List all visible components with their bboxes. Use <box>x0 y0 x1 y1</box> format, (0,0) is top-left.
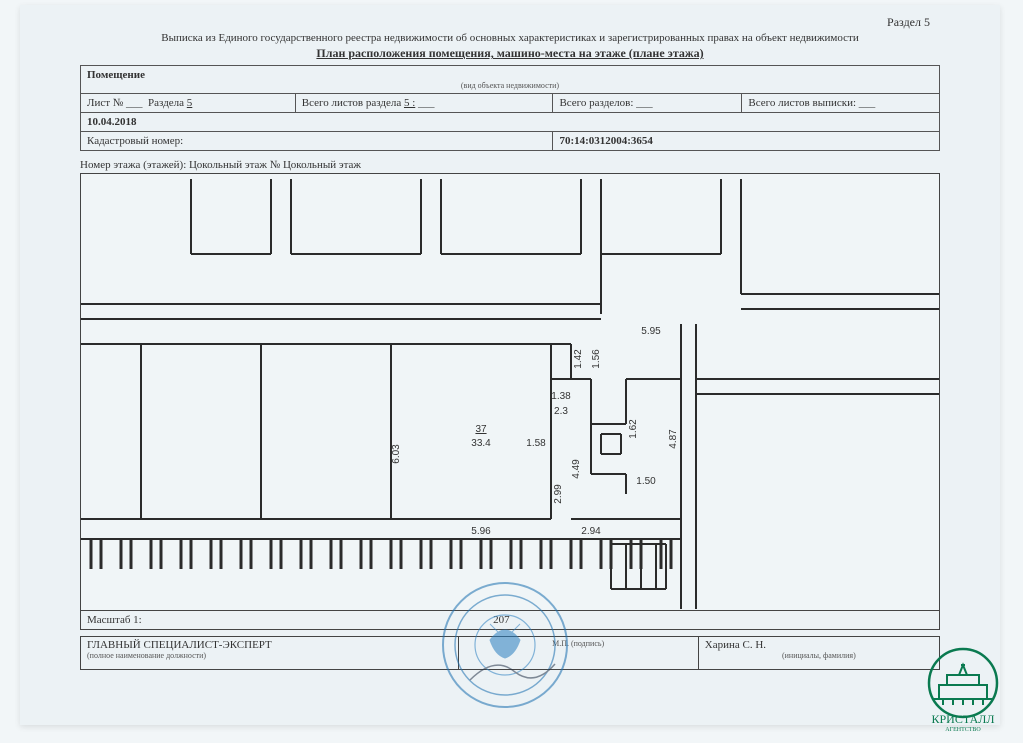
section-number: Раздел 5 <box>80 15 940 30</box>
svg-text:37: 37 <box>475 424 487 435</box>
floor-label: Номер этажа (этажей): Цокольный этаж № Ц… <box>80 159 940 171</box>
cad-val: 70:14:0312004:3654 <box>559 135 653 147</box>
scale-val: 207 <box>493 614 510 626</box>
svg-text:КРИСТАЛЛ: КРИСТАЛЛ <box>931 712 994 726</box>
svg-text:1.56: 1.56 <box>591 349 602 369</box>
agency-logo-icon: КРИСТАЛЛАГЕНТСТВО <box>913 643 1013 733</box>
scale-row: Масштаб 1: 207 <box>80 611 940 630</box>
object-type-sub: (вид объекта недвижимости) <box>87 81 933 90</box>
object-type: Помещение <box>87 69 145 81</box>
date-cell: 10.04.2018 <box>81 113 940 132</box>
sign-role-sub: (полное наименование должности) <box>87 651 452 660</box>
svg-text:1.58: 1.58 <box>526 438 546 449</box>
svg-text:4.49: 4.49 <box>571 459 582 479</box>
svg-text:2.94: 2.94 <box>581 526 601 537</box>
section-val: 5 <box>187 97 193 109</box>
svg-text:1.62: 1.62 <box>628 419 639 439</box>
cad-label: Кадастровый номер: <box>81 132 553 151</box>
svg-text:33.4: 33.4 <box>471 438 491 449</box>
sign-name-sub: (инициалы, фамилия) <box>705 651 933 660</box>
scale-label: Масштаб 1: <box>87 614 493 626</box>
total-section-val: 5 : <box>404 97 415 109</box>
total-sheets-label: Всего листов выписки: <box>748 97 856 109</box>
signature-row: ГЛАВНЫЙ СПЕЦИАЛИСТ-ЭКСПЕРТ (полное наиме… <box>80 636 940 670</box>
sign-sig-sub: М.П. (подпись) <box>465 639 692 648</box>
document-sheet: Раздел 5 Выписка из Единого государствен… <box>20 5 1000 725</box>
svg-text:4.87: 4.87 <box>668 429 679 449</box>
header-desc: Выписка из Единого государственного реес… <box>80 32 940 44</box>
total-sections-label: Всего разделов: <box>559 97 633 109</box>
svg-text:2.3: 2.3 <box>554 406 568 417</box>
svg-text:1.50: 1.50 <box>636 476 656 487</box>
svg-text:АГЕНТСТВО: АГЕНТСТВО <box>945 727 981 733</box>
svg-text:5.95: 5.95 <box>641 326 661 337</box>
svg-text:1.42: 1.42 <box>573 349 584 369</box>
plan-svg: 5.95 1.42 1.56 1.38 2.3 6.03 37 33.4 1.58 4.49 2.9… <box>81 174 940 611</box>
total-section-label: Всего листов раздела <box>302 97 401 109</box>
sign-name: Харина С. Н. <box>705 639 933 651</box>
svg-text:2.99: 2.99 <box>553 484 564 504</box>
svg-text:6.03: 6.03 <box>391 444 402 464</box>
svg-text:5.96: 5.96 <box>471 526 491 537</box>
section-label: Раздела <box>148 97 184 109</box>
header-title: План расположения помещения, машино-мест… <box>80 46 940 61</box>
svg-text:1.38: 1.38 <box>551 391 571 402</box>
sheet-label: Лист № <box>87 97 123 109</box>
sign-role: ГЛАВНЫЙ СПЕЦИАЛИСТ-ЭКСПЕРТ <box>87 639 452 651</box>
floor-plan: 5.95 1.42 1.56 1.38 2.3 6.03 37 33.4 1.58 4.49 2.9… <box>80 173 940 611</box>
meta-table: Помещение (вид объекта недвижимости) Лис… <box>80 65 940 151</box>
